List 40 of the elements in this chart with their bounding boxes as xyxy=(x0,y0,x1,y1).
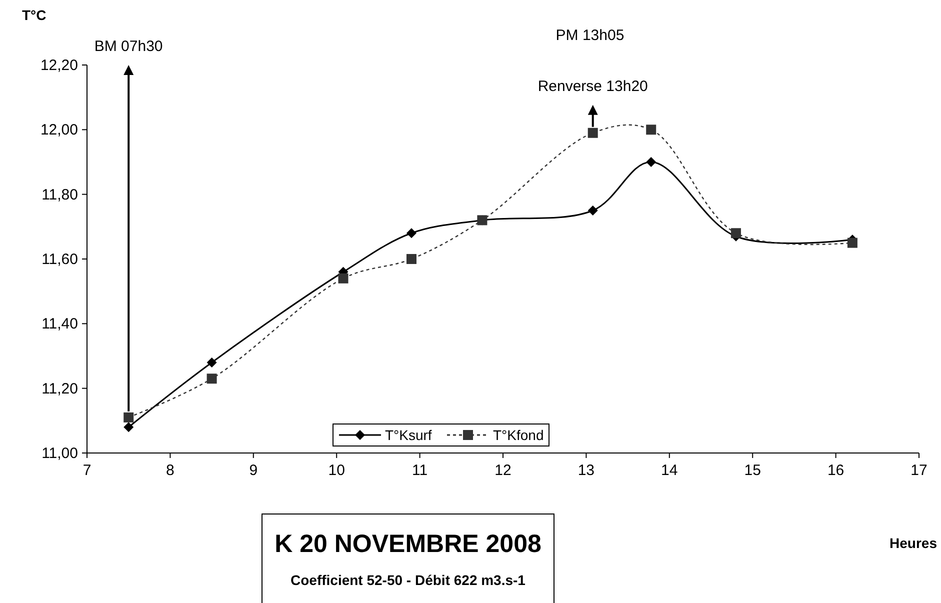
legend-label: T°Kfond xyxy=(493,427,544,443)
x-tick-label: 10 xyxy=(328,462,345,479)
point xyxy=(588,206,598,216)
x-tick-label: 12 xyxy=(494,462,512,479)
y-tick-label: 11,60 xyxy=(42,251,78,268)
legend-label: T°Ksurf xyxy=(385,427,432,443)
point xyxy=(406,254,416,264)
x-tick-label: 15 xyxy=(744,462,761,479)
point xyxy=(206,357,217,368)
text: K 20 NOVEMBRE 2008 xyxy=(274,530,542,558)
x-tick-label: 14 xyxy=(661,462,678,479)
point xyxy=(730,228,741,238)
ref-line-label: BM 07h30 xyxy=(94,38,163,55)
point xyxy=(646,124,656,135)
x-tick-label: 11 xyxy=(412,462,428,479)
y-tick-label: 12,00 xyxy=(40,122,78,139)
y-axis-title: T°C xyxy=(22,7,46,23)
point xyxy=(406,228,416,238)
x-tick-label: 17 xyxy=(910,462,928,479)
y-tick-label: 11,80 xyxy=(42,186,78,204)
x-tick-label: 8 xyxy=(166,462,174,479)
y-tick-label: 11,40 xyxy=(42,316,78,333)
y-tick-label: 11,20 xyxy=(42,380,78,398)
ref-line-label: Renverse 13h20 xyxy=(538,78,648,95)
text: Coefficient 52-50 - Débit 622 m3.s-1 xyxy=(290,572,526,588)
x-tick-label: 16 xyxy=(827,462,844,479)
point xyxy=(847,238,858,248)
point xyxy=(338,273,348,284)
x-tick-label: 13 xyxy=(578,462,595,479)
y-tick-label: 12,20 xyxy=(40,57,78,74)
y-tick-label: 11,00 xyxy=(42,445,78,462)
point xyxy=(124,422,134,432)
x-axis-title: Heures xyxy=(890,535,938,551)
point xyxy=(206,374,217,384)
x-tick-label: 9 xyxy=(249,462,258,479)
point xyxy=(588,128,598,138)
point xyxy=(124,412,134,422)
x-tick-label: 7 xyxy=(82,462,92,479)
point xyxy=(646,157,656,167)
text: PM 13h05 xyxy=(556,27,624,44)
